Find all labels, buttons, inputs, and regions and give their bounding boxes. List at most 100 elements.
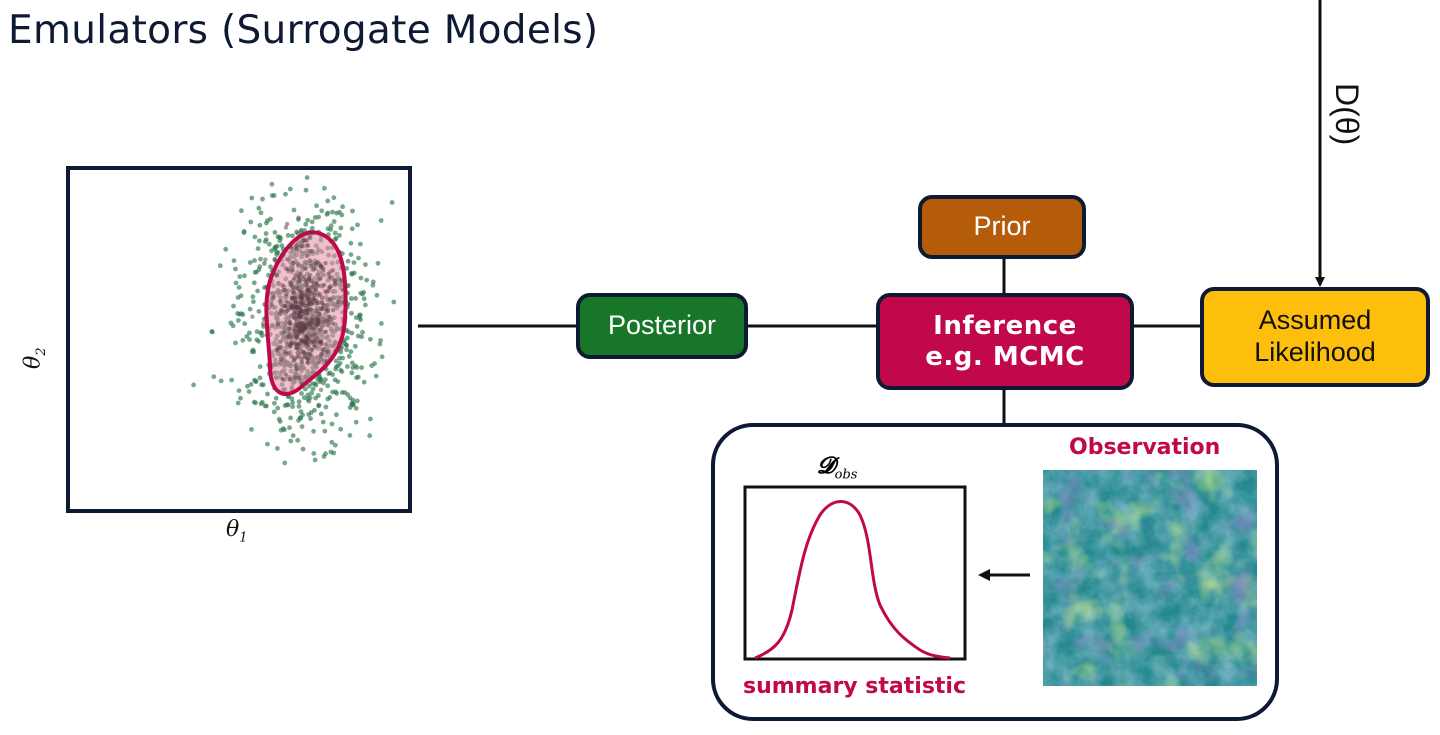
sample-point	[307, 258, 313, 263]
sample-point	[209, 329, 215, 334]
sample-point	[247, 330, 252, 336]
sample-point	[302, 308, 307, 313]
sample-point	[311, 428, 316, 434]
sample-point	[296, 418, 301, 423]
sample-point	[236, 318, 241, 323]
sample-point	[378, 218, 384, 223]
sample-point	[290, 404, 295, 410]
sample-point	[307, 324, 312, 330]
sample-point	[252, 377, 257, 383]
sample-point	[252, 234, 258, 240]
sample-point	[287, 319, 293, 324]
sample-point	[242, 273, 247, 279]
sample-point	[288, 343, 293, 349]
sample-point	[314, 280, 319, 286]
sample-point	[352, 343, 358, 349]
sample-point	[301, 395, 307, 400]
sample-point	[322, 185, 327, 191]
sample-point	[314, 203, 319, 209]
sample-point	[271, 409, 277, 415]
sample-point	[295, 346, 301, 351]
sample-point	[302, 351, 308, 356]
sample-point	[300, 300, 305, 305]
sample-point	[358, 317, 363, 323]
likelihood-label-line1: Assumed	[1258, 305, 1372, 336]
sample-point	[191, 382, 197, 388]
sample-point	[305, 332, 311, 337]
sample-point	[285, 233, 291, 238]
sample-point	[298, 227, 304, 233]
sample-point	[309, 390, 314, 396]
sample-point	[360, 329, 365, 335]
sample-point	[299, 264, 305, 269]
sample-point	[375, 260, 381, 266]
sample-point	[321, 316, 327, 321]
d-obs-symbol: 𝓓	[817, 452, 835, 479]
sample-point	[332, 278, 338, 283]
sample-point	[361, 289, 367, 295]
sample-point	[319, 356, 324, 362]
sample-point	[329, 421, 335, 427]
sample-point	[325, 308, 331, 314]
sample-point	[299, 359, 304, 364]
sample-point	[248, 382, 254, 387]
sample-point	[237, 274, 243, 279]
sample-point	[339, 390, 345, 395]
sample-point	[314, 308, 319, 314]
sample-point	[330, 372, 335, 377]
sample-point	[343, 342, 349, 348]
sample-point	[288, 339, 294, 345]
sample-point	[354, 398, 360, 404]
sample-point	[305, 392, 311, 398]
sample-point	[298, 338, 304, 343]
sample-point	[288, 305, 294, 311]
sample-point	[304, 316, 309, 321]
sample-point	[251, 399, 257, 405]
sample-point	[372, 361, 377, 366]
prior-node: Prior	[918, 195, 1086, 259]
sample-point	[338, 225, 344, 231]
sample-point	[231, 303, 236, 309]
sample-point	[324, 349, 330, 355]
sample-point	[247, 337, 252, 342]
sample-point	[326, 288, 331, 294]
inference-label-line1: Inference	[933, 310, 1077, 341]
sample-point	[287, 244, 292, 250]
sample-point	[354, 365, 360, 370]
sample-point	[244, 334, 250, 339]
sample-point	[348, 240, 354, 246]
sample-point	[233, 280, 239, 286]
sample-point	[217, 263, 223, 269]
sample-point	[273, 395, 279, 401]
sample-point	[293, 273, 298, 278]
sample-point	[389, 200, 395, 205]
sample-point	[320, 419, 326, 425]
sample-point	[316, 393, 321, 398]
sample-point	[340, 204, 345, 210]
sample-point	[320, 347, 325, 352]
sample-point	[374, 292, 380, 298]
sample-point	[329, 439, 335, 445]
sample-point	[287, 425, 292, 430]
sample-point	[235, 400, 241, 406]
sample-point	[295, 231, 300, 236]
sample-point	[299, 244, 304, 249]
sample-point	[296, 399, 302, 405]
sample-point	[295, 437, 301, 443]
sample-point	[312, 344, 318, 349]
sample-point	[292, 357, 297, 362]
sample-point	[302, 324, 307, 329]
sample-point	[363, 262, 368, 267]
sample-point	[258, 210, 264, 216]
sample-point	[306, 357, 311, 363]
sample-point	[323, 404, 329, 410]
sample-point	[250, 294, 256, 300]
sample-point	[289, 313, 294, 318]
sample-point	[288, 415, 293, 421]
x-axis-label: θ1	[226, 517, 248, 545]
sample-point	[328, 227, 334, 232]
sample-point	[325, 198, 331, 204]
sample-point	[279, 243, 285, 249]
sample-point	[325, 210, 331, 216]
sample-point	[368, 416, 373, 422]
